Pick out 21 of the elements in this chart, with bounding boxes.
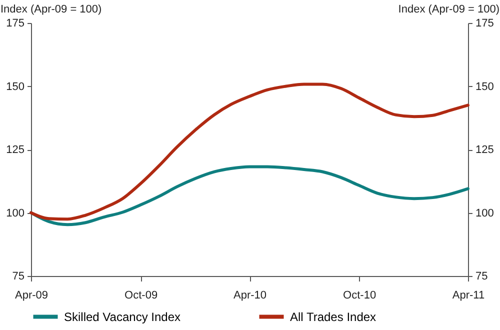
y-tick-label: 100 — [6, 207, 24, 220]
legend-label: All Trades Index — [290, 310, 376, 324]
y2-tick-label: 75 — [476, 270, 488, 282]
y-tick-label: 125 — [6, 144, 24, 156]
y2-axis-title: Index (Apr-09 = 100) — [398, 4, 500, 16]
y2-tick-label: 100 — [476, 207, 494, 220]
y2-tick-label: 125 — [476, 144, 494, 156]
y-tick-label: 75 — [12, 270, 24, 282]
line-series — [30, 82, 470, 221]
y-tick-label: 175 — [6, 18, 24, 30]
x-tick-label: Oct-10 — [343, 290, 376, 302]
x-tick-label: Apr-10 — [233, 290, 267, 302]
y2-tick-label: 150 — [476, 80, 494, 93]
y-axis-title: Index (Apr-09 = 100) — [0, 4, 102, 16]
y2-tick-label: 175 — [476, 18, 494, 30]
x-tick-label: Apr-09 — [14, 290, 48, 302]
y-tick-label: 150 — [6, 80, 24, 93]
legend-label: Skilled Vacancy Index — [64, 310, 181, 324]
line-series — [30, 165, 470, 226]
x-tick-label: Apr-11 — [452, 290, 485, 302]
x-tick-label: Oct-09 — [124, 290, 158, 302]
